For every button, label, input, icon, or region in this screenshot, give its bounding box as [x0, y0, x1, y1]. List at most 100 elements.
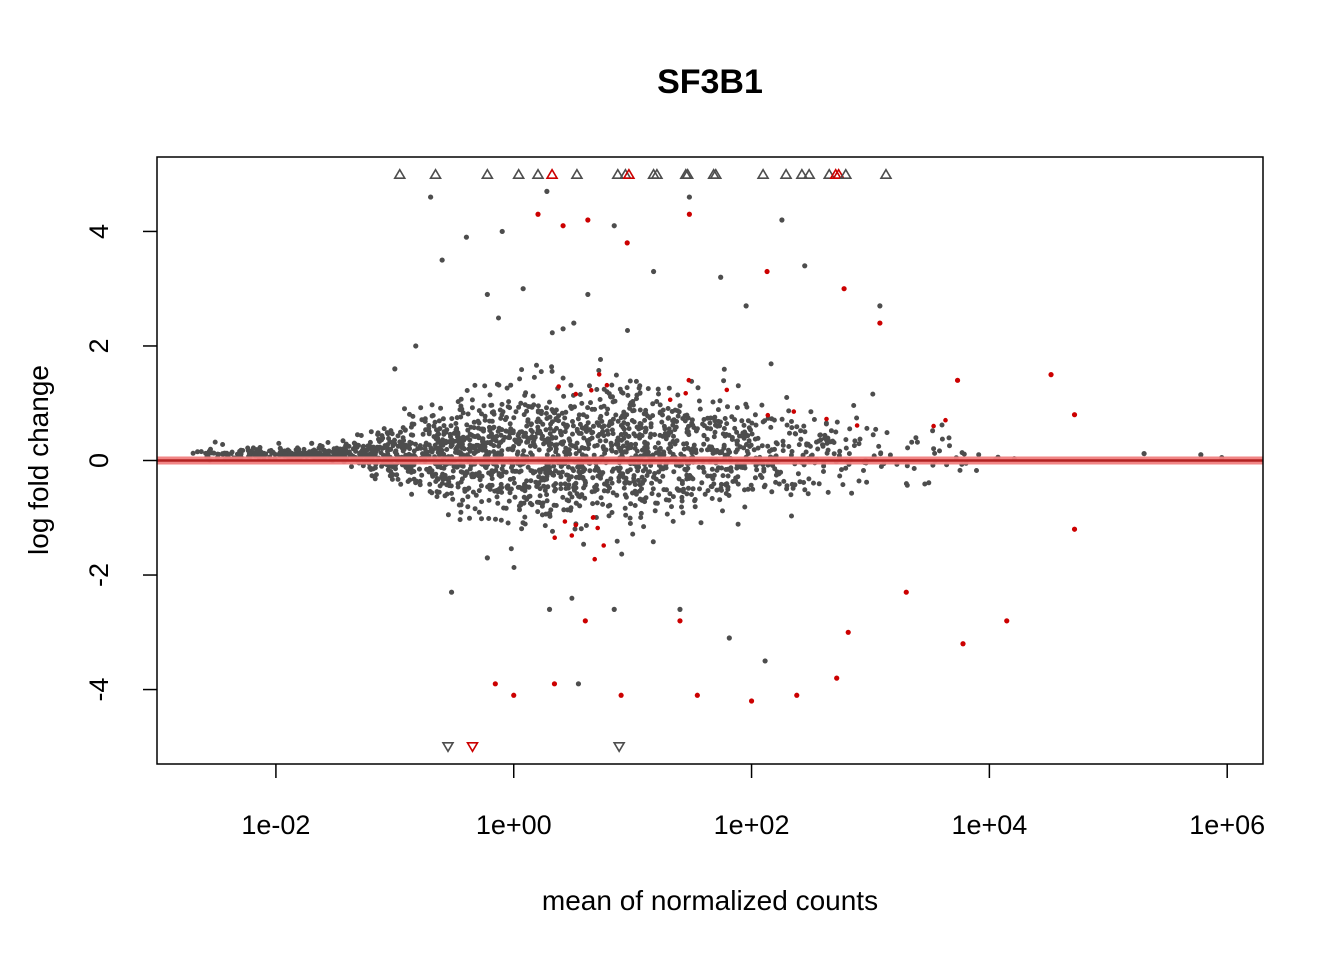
y-tick-label: -4 [84, 678, 114, 702]
significant-data-point [764, 268, 770, 275]
y-axis-label: log fold change [23, 365, 54, 555]
data-point [428, 194, 434, 200]
data-point [718, 274, 724, 280]
data-point [743, 303, 749, 309]
data-point [439, 257, 445, 263]
significant-data-point [841, 286, 847, 292]
x-axis: 1e-02 1e+00 1e+02 1e+04 1e+06 [241, 764, 1265, 840]
data-point [779, 217, 785, 223]
significant-data-point [686, 211, 692, 217]
outlier-up-marker [779, 168, 793, 179]
outlier-up-marker [709, 168, 723, 179]
data-point [282, 451, 288, 457]
data-point [726, 635, 732, 641]
significant-data-point [582, 618, 588, 624]
significant-data-point [511, 692, 517, 698]
data-point [1198, 452, 1204, 458]
significant-data-point [551, 681, 558, 687]
y-tick-label: 0 [84, 453, 114, 468]
outlier-up-marker [822, 168, 836, 179]
data-point [392, 366, 398, 372]
data-point [677, 606, 683, 612]
outlier-up-marker [570, 168, 584, 179]
data-point [585, 291, 591, 298]
data-point [484, 291, 490, 298]
data-point [246, 451, 253, 457]
data-point [499, 228, 505, 235]
significant-points [492, 211, 1078, 704]
outlier-down-marker [612, 742, 626, 753]
significant-data-point [1071, 412, 1078, 418]
data-point [650, 268, 657, 275]
significant-data-point [1071, 526, 1078, 532]
outlier-up-marker [756, 168, 770, 179]
outlier-up-marker [611, 168, 625, 179]
data-point [211, 450, 217, 456]
significant-data-point [1048, 372, 1054, 378]
data-point [802, 263, 808, 269]
significant-data-point [624, 240, 630, 246]
x-tick-label: 1e+06 [1189, 810, 1265, 840]
data-point [520, 286, 526, 292]
data-point [1141, 451, 1147, 457]
data-point [309, 440, 315, 446]
significant-data-point [677, 618, 683, 624]
significant-data-point [877, 320, 883, 326]
significant-data-point [618, 692, 624, 698]
outlier-up-marker [531, 168, 545, 179]
significant-data-point [585, 217, 591, 223]
point-cloud [190, 188, 1225, 687]
data-point [544, 188, 550, 194]
data-point [484, 555, 490, 561]
data-point [413, 343, 419, 349]
outlier-markers [393, 168, 893, 753]
data-point [611, 223, 617, 229]
outlier-up-marker [681, 168, 695, 179]
significant-data-point [845, 629, 851, 635]
outlier-up-marker [512, 168, 526, 179]
outlier-up-marker [795, 168, 809, 179]
x-tick-label: 1e+02 [714, 810, 790, 840]
outlier-down-marker [466, 742, 479, 753]
significant-data-point [694, 692, 700, 698]
outlier-up-marker [393, 168, 407, 179]
data-point [463, 234, 470, 240]
chart-title: SF3B1 [657, 63, 763, 101]
significant-data-point [1004, 618, 1010, 624]
data-point [762, 658, 768, 664]
significant-point-cloud [552, 372, 948, 562]
significant-data-point [794, 692, 800, 698]
x-tick-label: 1e-02 [241, 810, 310, 840]
outlier-up-marker [650, 168, 664, 179]
data-point [571, 320, 577, 326]
significant-data-point [834, 675, 840, 681]
y-tick-label: 4 [84, 224, 114, 239]
significant-data-point [748, 698, 755, 704]
x-tick-label: 1e+00 [476, 810, 552, 840]
x-axis-label: mean of normalized counts [542, 885, 878, 916]
significant-data-point [560, 223, 566, 229]
data-point [546, 606, 553, 612]
significant-data-point [535, 211, 541, 217]
data-point [448, 589, 455, 595]
significant-data-point [960, 641, 966, 647]
outlier-up-marker [545, 168, 559, 179]
y-axis: -4 -2 0 2 4 [84, 224, 157, 702]
outlier-up-marker [480, 168, 494, 179]
outlier-up-marker [832, 168, 846, 179]
outlier-up-marker [622, 168, 636, 179]
outlier-up-marker [802, 168, 816, 179]
y-tick-label: -2 [84, 563, 114, 587]
outlier-up-marker [879, 168, 893, 179]
significant-data-point [954, 377, 961, 383]
y-tick-label: 2 [84, 338, 114, 353]
data-point [575, 681, 582, 687]
outlier-up-marker [839, 168, 853, 179]
data-point [611, 606, 617, 612]
outlier-down-marker [441, 742, 455, 753]
data-point [877, 303, 883, 309]
significant-data-point [903, 589, 909, 595]
data-point [686, 194, 692, 200]
x-tick-label: 1e+04 [951, 810, 1027, 840]
